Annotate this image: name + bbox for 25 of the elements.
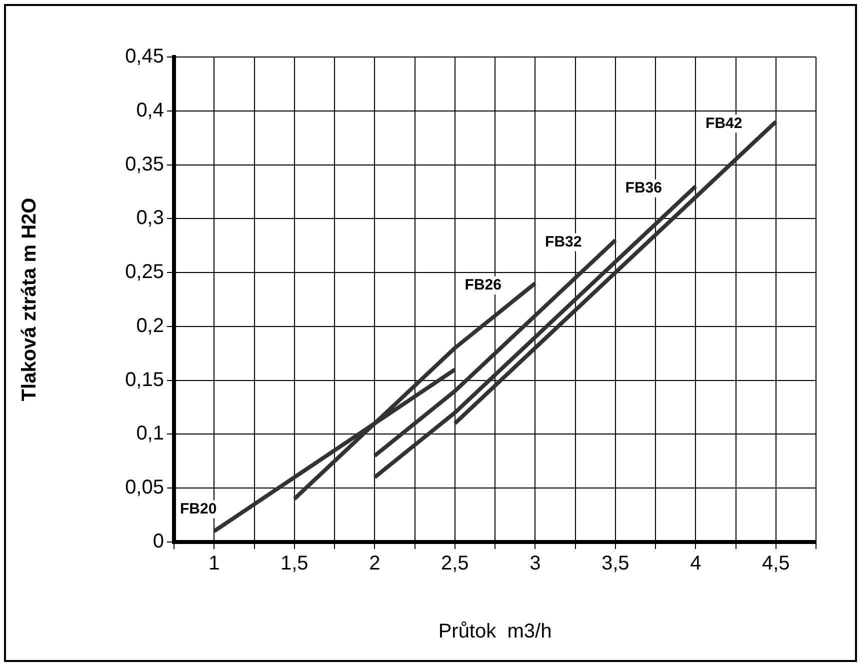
annotation: FB32 [545,233,582,250]
x-tick-label: 2,5 [440,552,469,575]
y-tick-label: 0,05 [125,476,164,499]
y-tick-label: 0,4 [136,99,164,122]
y-axis-title: Tlaková ztráta m H2O [18,198,41,402]
x-tick-label: 3,5 [601,552,630,575]
y-tick-label: 0 [152,530,164,553]
x-tick-label: 1 [208,552,220,575]
y-tick-label: 0,2 [136,314,164,337]
annotation: FB36 [625,179,662,196]
x-tick-label: 2 [369,552,380,575]
annotation: FB20 [180,500,217,518]
x-tick-label: 3 [530,552,541,575]
y-tick-label: 0,45 [125,46,164,68]
x-axis-title: Průtok m3/h [438,620,552,643]
y-tick-label: 0,35 [125,153,164,176]
x-tick-label: 1,5 [280,552,308,575]
y-tick-label: 0,1 [136,422,164,445]
y-tick-label: 0,15 [125,368,164,391]
annotation: FB42 [706,114,742,132]
x-tick-label: 4 [690,552,702,575]
x-tick-label: 4,5 [762,552,790,575]
y-tick-label: 0,3 [136,207,164,230]
annotation: FB26 [464,276,502,294]
y-tick-label: 0,25 [125,261,164,284]
